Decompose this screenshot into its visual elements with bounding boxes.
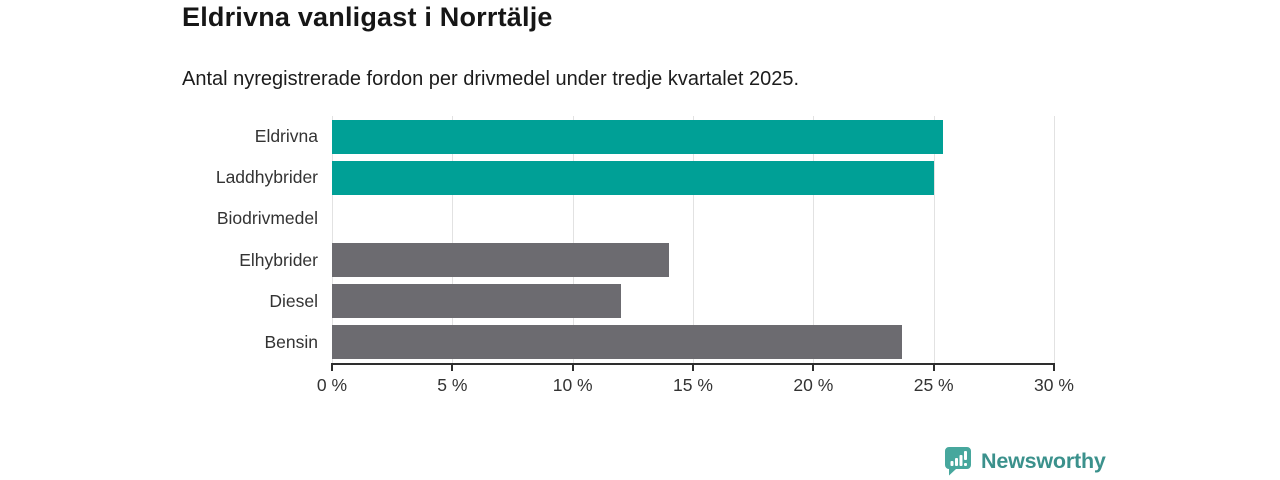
bar-row	[332, 281, 1054, 322]
grid-line	[572, 116, 574, 363]
x-tick-label: 20 %	[793, 375, 834, 395]
category-label: Eldrivna	[254, 126, 318, 147]
grid-line	[332, 116, 333, 363]
x-tick-label: 25 %	[913, 375, 954, 395]
newsworthy-wordmark: Newsworthy	[981, 449, 1106, 473]
newsworthy-icon	[945, 447, 971, 476]
category-label: Elhybrider	[239, 249, 318, 270]
x-tick-mark	[1053, 363, 1055, 371]
x-tick-label: 30 %	[1034, 375, 1074, 395]
grid-line	[813, 116, 815, 363]
x-tick-mark	[812, 363, 815, 371]
category-label: Laddhybrider	[215, 167, 318, 188]
grid-line	[693, 116, 694, 363]
bar-rows	[332, 116, 1054, 363]
plot-area	[332, 116, 1055, 363]
x-tick-label: 5 %	[437, 375, 468, 395]
category-label: Bensin	[264, 331, 318, 352]
x-tick-mark	[932, 363, 935, 371]
bar-bensin	[332, 325, 903, 360]
grid-line	[452, 116, 454, 363]
x-tick-label: 0 %	[316, 375, 348, 395]
x-tick-mark	[331, 363, 333, 371]
category-label: Diesel	[269, 290, 318, 311]
x-tick-mark	[451, 363, 454, 371]
grid-line	[1054, 116, 1055, 363]
bar-eldrivna	[332, 119, 944, 154]
bar-diesel	[332, 284, 621, 319]
x-tick-mark	[571, 363, 574, 371]
bar-elhybrider	[332, 243, 669, 278]
x-tick-label: 10 %	[552, 375, 593, 395]
bar-row	[332, 198, 1054, 239]
category-label: Biodrivmedel	[216, 208, 318, 229]
bar-row	[332, 157, 1054, 198]
grid-line	[933, 116, 935, 363]
bar-row	[332, 322, 1054, 363]
page-subtitle: Antal nyregistrerade fordon per drivmede…	[182, 68, 800, 90]
bar-row	[332, 116, 1054, 157]
x-tick-label: 15 %	[673, 375, 713, 395]
category-axis: Eldrivna Laddhybrider Biodrivmedel Elhybrid…	[182, 116, 332, 363]
bar-chart: Eldrivna Laddhybrider Biodrivmedel Elhybrid…	[182, 116, 1074, 406]
page-title: Eldrivna vanligast i Norrtälje	[182, 2, 553, 32]
newsworthy-logo: Newsworthy	[944, 446, 1106, 477]
bar-laddhybrider	[332, 160, 934, 195]
bar-row	[332, 240, 1054, 281]
x-tick-mark	[692, 363, 694, 371]
